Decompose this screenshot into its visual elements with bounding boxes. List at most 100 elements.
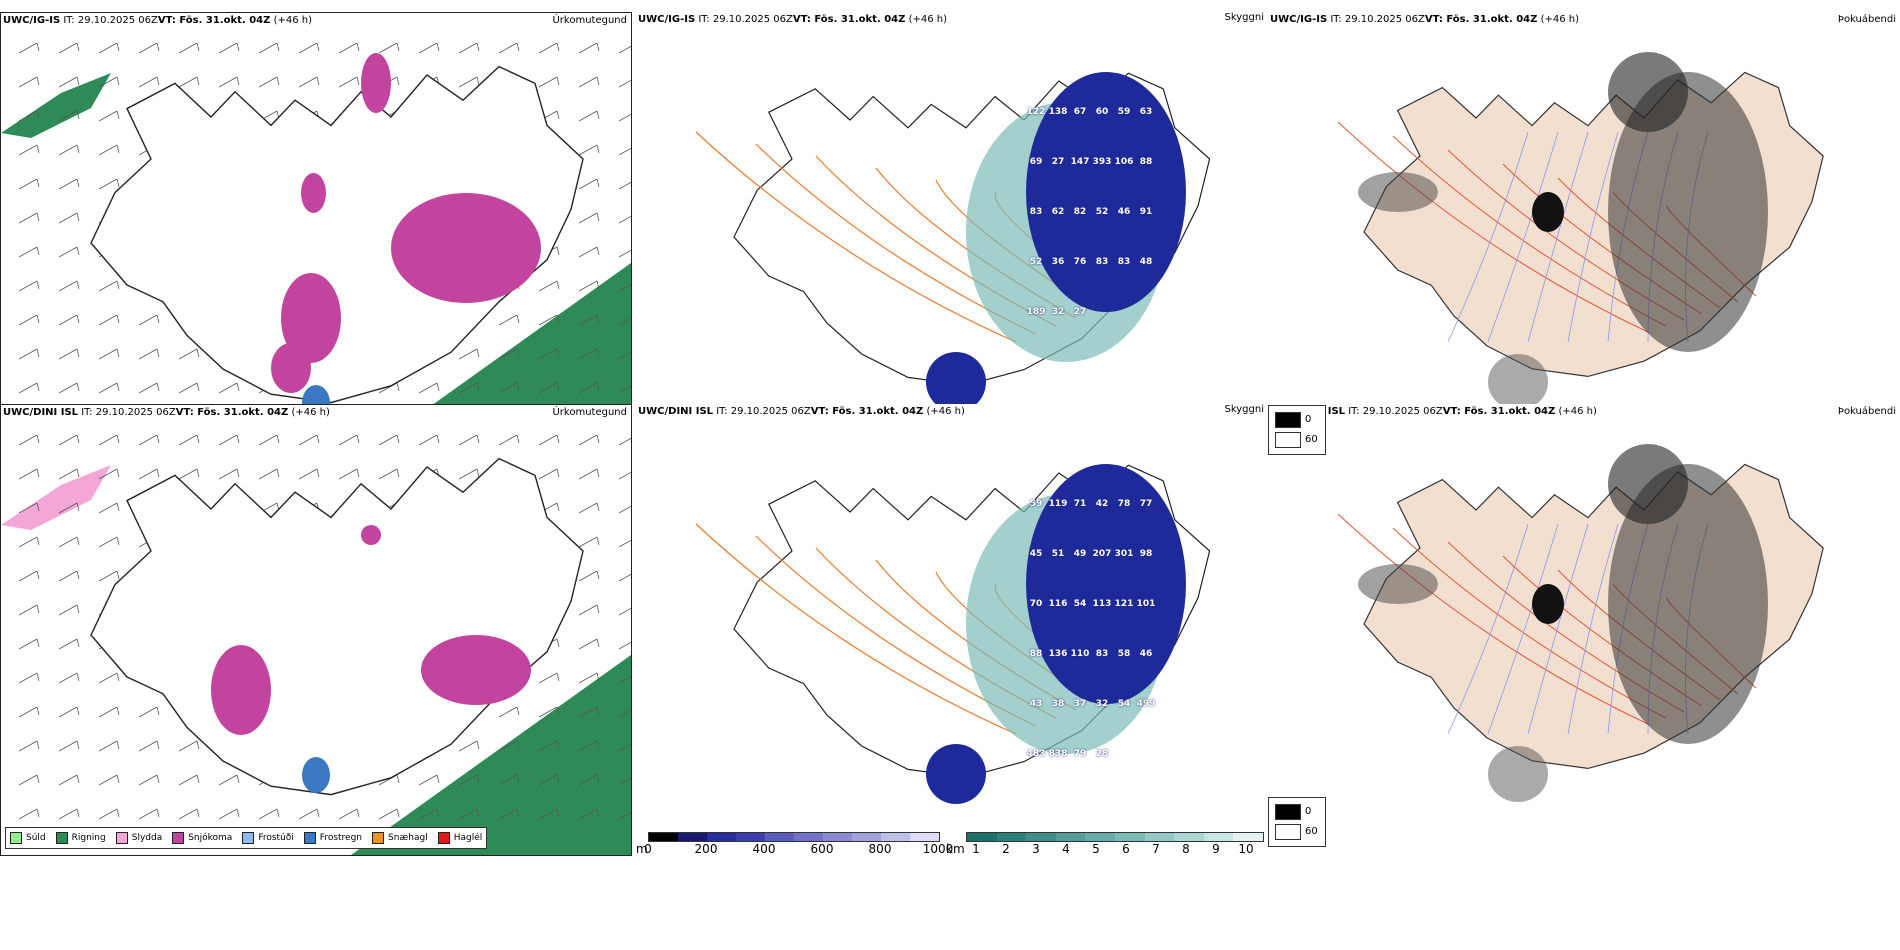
wind-barb <box>58 638 80 650</box>
visibility-value: 63 <box>1139 107 1153 117</box>
colorbar-swatch <box>881 833 910 841</box>
wind-barb <box>498 434 520 446</box>
fog-area <box>1608 72 1768 352</box>
visibility-value: 70 <box>1029 599 1043 609</box>
colorbar-tick: 5 <box>1092 842 1100 856</box>
wind-barb <box>578 434 600 446</box>
wind-barb <box>58 76 80 88</box>
init-time: 29.10.2025 06Z <box>77 15 158 26</box>
wind-barb <box>498 348 520 360</box>
wind-barb <box>578 246 600 258</box>
wind-barb <box>98 434 120 446</box>
wind-barb <box>18 178 40 190</box>
colorbar-swatch <box>996 833 1027 841</box>
wind-barb <box>578 382 600 394</box>
wind-barb <box>538 314 560 326</box>
wind-barb <box>338 468 360 480</box>
wind-barb <box>18 706 40 718</box>
precip-map <box>1 434 631 855</box>
colorbar-bar <box>648 832 940 842</box>
legend-item: Snæhagl <box>372 832 428 844</box>
fog-legend: 0 60 <box>1268 797 1326 847</box>
wind-barb <box>138 468 160 480</box>
visibility-value: 38 <box>1051 699 1065 709</box>
valid-time: VT: Fös. 31.okt. 04Z <box>810 406 924 417</box>
wind-barb <box>258 808 280 820</box>
it-label: IT: <box>1348 406 1363 417</box>
wind-barb <box>58 672 80 684</box>
road <box>1337 513 1649 725</box>
wind-barb <box>98 280 120 292</box>
visibility-map <box>695 464 1211 804</box>
legend-swatch <box>242 832 255 844</box>
wind-barb <box>258 468 280 480</box>
wind-barb <box>258 42 280 54</box>
wind-barb <box>538 280 560 292</box>
visibility-value: 37 <box>1073 699 1087 709</box>
wind-barb <box>58 808 80 820</box>
wind-barb <box>578 604 600 616</box>
lead-time: (+46 h) <box>926 406 965 417</box>
wind-barb <box>578 740 600 752</box>
visibility-value: 121 <box>1114 599 1134 609</box>
colorbar-bar <box>966 832 1264 842</box>
colorbar-swatch <box>910 833 939 841</box>
wind-barb <box>58 382 80 394</box>
wind-barb <box>458 382 480 394</box>
colorbar-swatch <box>852 833 881 841</box>
legend-swatch <box>115 832 128 844</box>
snowfall-area <box>361 525 381 545</box>
colorbar-tick: 6 <box>1122 842 1130 856</box>
legend-swatch <box>10 832 22 844</box>
wind-barb <box>298 468 320 480</box>
wind-barb <box>378 434 400 446</box>
colorbar-swatch <box>1055 833 1086 841</box>
wind-barb <box>178 740 200 752</box>
wind-barb <box>98 468 120 480</box>
wind-barb <box>98 76 120 88</box>
valid-time: VT: Fös. 31.okt. 04Z <box>1442 406 1556 417</box>
visibility-value: 27 <box>1051 157 1065 167</box>
wind-barb <box>538 434 560 446</box>
wind-barb <box>18 570 40 582</box>
visibility-value: 393 <box>1092 157 1112 167</box>
fog-map <box>1337 444 1824 802</box>
colorbar-swatch <box>823 833 852 841</box>
wind-barb <box>418 774 440 786</box>
river <box>1527 131 1589 343</box>
wind-barb <box>378 808 400 820</box>
wind-barb <box>498 382 520 394</box>
visibility-map <box>695 72 1211 412</box>
wind-barb <box>618 317 631 326</box>
lead-time: (+46 h) <box>1558 406 1597 417</box>
wind-barb <box>578 536 600 548</box>
wind-barb <box>498 808 520 820</box>
wind-barb <box>618 249 631 258</box>
wind-barb <box>58 740 80 752</box>
wind-barb <box>58 536 80 548</box>
colorbar-tick: 7 <box>1152 842 1160 856</box>
wind-barb <box>458 434 480 446</box>
wind-barb <box>58 706 80 718</box>
visibility-value: 52 <box>1029 257 1043 267</box>
visibility-value: 27 <box>1073 307 1087 317</box>
legend-label: Snjókoma <box>188 833 233 843</box>
model-label: UWC/DINI ISL <box>638 406 714 417</box>
colorbar-tick: 200 <box>694 842 718 856</box>
legend-item: Haglél <box>437 832 482 844</box>
fog-map <box>1337 52 1824 410</box>
rain-area-south <box>351 655 631 855</box>
fog-area <box>1358 564 1438 604</box>
wind-barb <box>138 42 160 54</box>
snowfall-area <box>301 173 326 213</box>
colorbar-tick: 1 <box>972 842 980 856</box>
it-label: IT: <box>63 15 78 26</box>
wind-barb <box>98 110 120 122</box>
road <box>695 131 1017 343</box>
wind-barb <box>618 675 631 684</box>
visibility-value: 101 <box>1136 599 1156 609</box>
visibility-value: 43 <box>1029 699 1043 709</box>
wind-barb <box>138 740 160 752</box>
lead-time: (+46 h) <box>908 14 947 25</box>
